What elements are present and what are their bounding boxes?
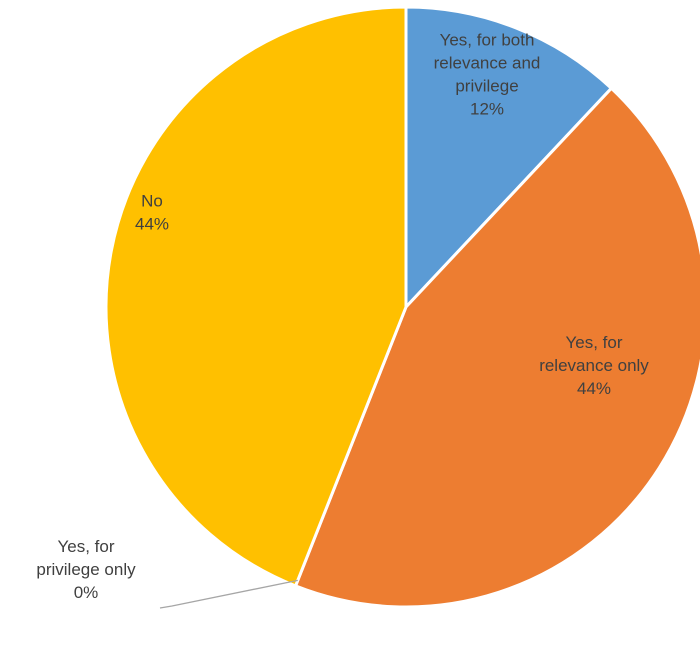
slice-label-line: relevance and — [434, 54, 541, 73]
slice-label-line: relevance only — [539, 356, 649, 375]
slice-label-line: privilege — [455, 77, 518, 96]
slice-percent: 0% — [74, 583, 99, 602]
slice-label-line: No — [141, 192, 163, 211]
slice-label-line: Yes, for both — [440, 31, 535, 50]
slice-label-line: Yes, for — [57, 537, 114, 556]
slice-label-yes-for-both-relevance-and-privilege: Yes, for both relevance and privilege 12% — [434, 31, 541, 119]
pie-slice-yes-for-relevance-only — [294, 86, 700, 609]
slice-labels: Yes, for both relevance and privilege 12%Ye… — [36, 31, 649, 603]
slice-percent: 44% — [577, 379, 611, 398]
slice-percent: 44% — [135, 215, 169, 234]
pie-slice-no — [104, 5, 408, 588]
slice-label-yes-for-privilege-only: Yes, for privilege only 0% — [36, 537, 136, 602]
pie-slice-yes-for-both-relevance-and-privilege — [404, 5, 613, 309]
slice-percent: 12% — [470, 100, 504, 119]
slice-label-no: No 44% — [135, 192, 169, 234]
slice-label-line: privilege only — [36, 560, 136, 579]
pie-slices — [104, 5, 700, 609]
slice-label-line: Yes, for — [565, 333, 622, 352]
leader-line-yes-for-privilege-only — [159, 579, 298, 609]
leader-lines — [159, 579, 298, 609]
slice-label-yes-for-relevance-only: Yes, for relevance only 44% — [539, 333, 649, 398]
